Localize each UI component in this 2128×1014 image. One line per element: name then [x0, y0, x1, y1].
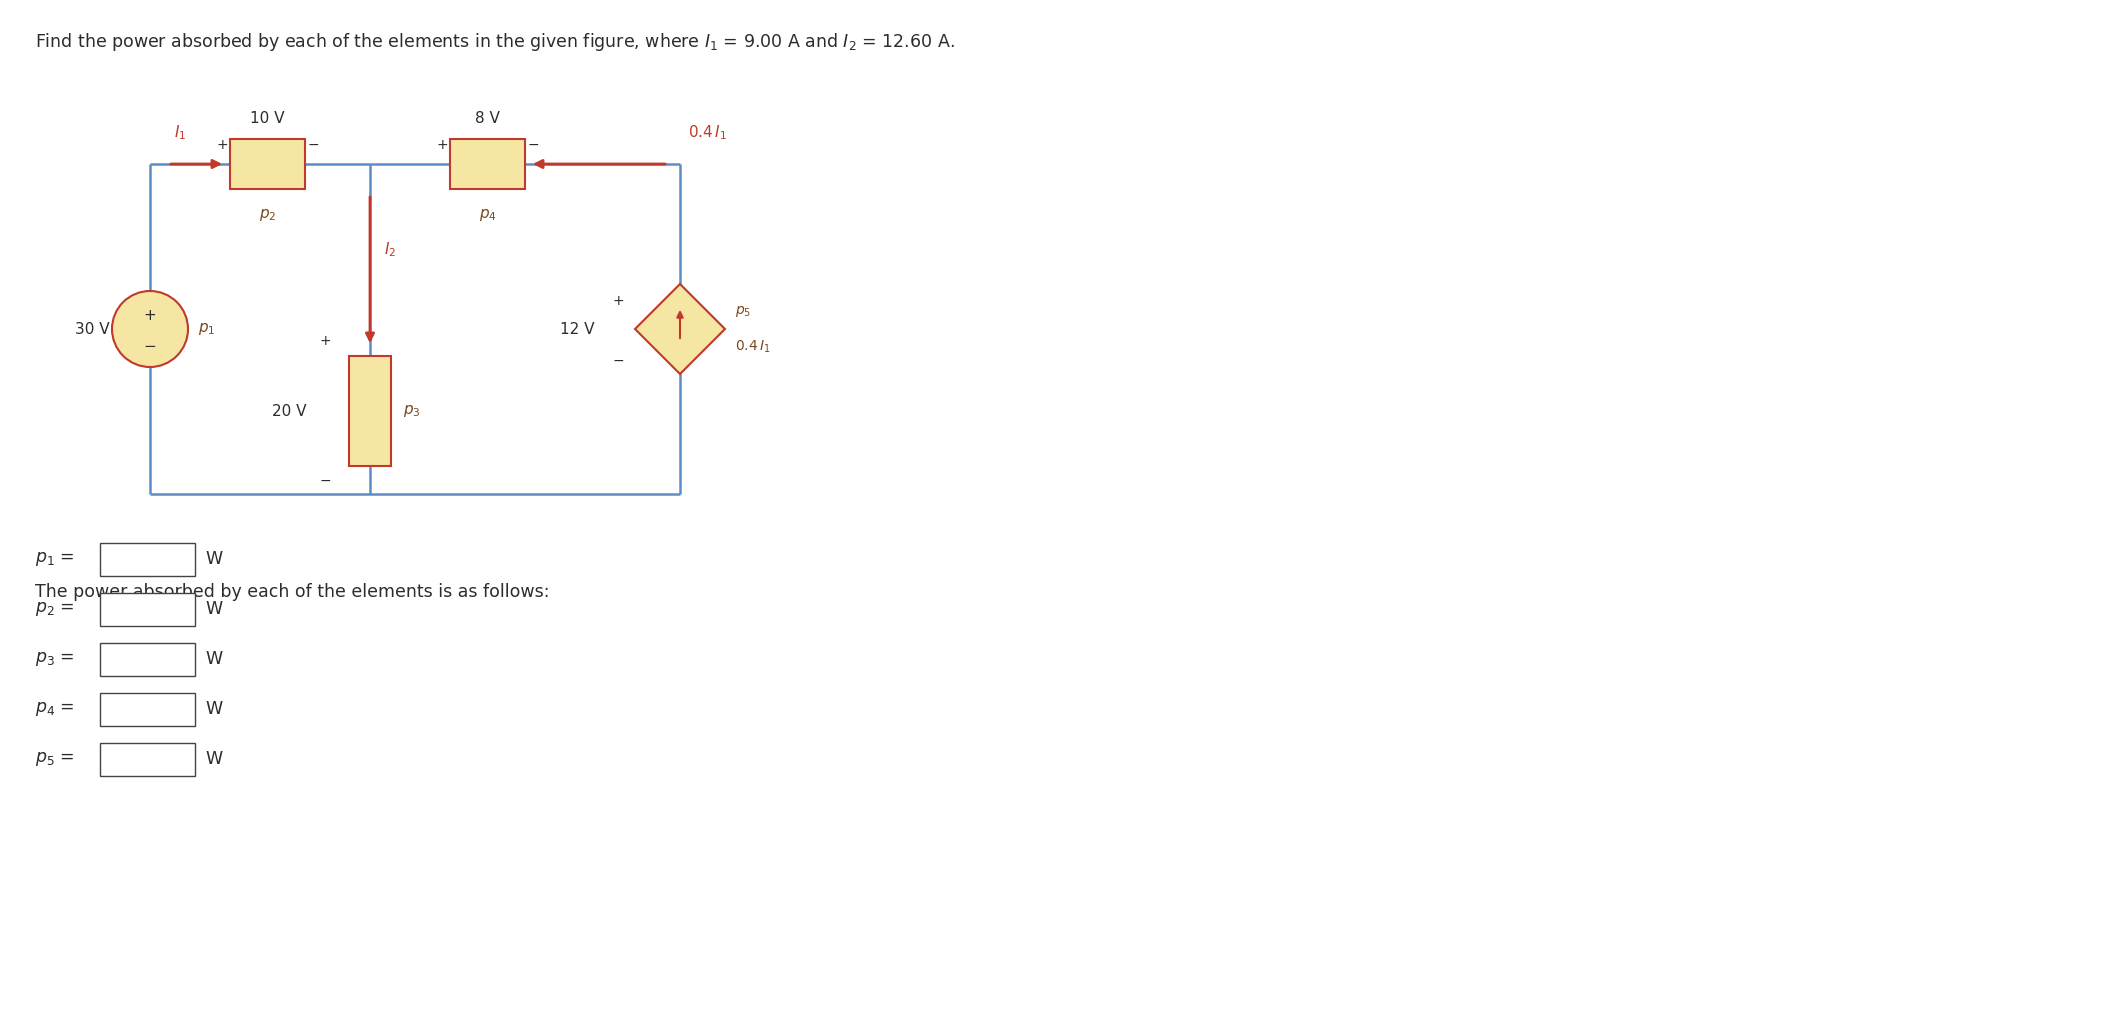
Text: The power absorbed by each of the elements is as follows:: The power absorbed by each of the elemen…: [34, 583, 549, 601]
Text: $p_2$ =: $p_2$ =: [34, 600, 74, 618]
Text: $0.4\,I_1$: $0.4\,I_1$: [734, 339, 770, 355]
Text: +: +: [436, 138, 447, 152]
Text: W: W: [204, 550, 221, 568]
Text: +: +: [319, 334, 332, 348]
Text: 20 V: 20 V: [272, 404, 306, 419]
Text: −: −: [613, 354, 624, 368]
Text: $0.4\,I_1$: $0.4\,I_1$: [687, 124, 728, 142]
Text: −: −: [143, 339, 155, 354]
Text: +: +: [143, 307, 155, 322]
Text: W: W: [204, 600, 221, 618]
Text: $p_1$: $p_1$: [198, 321, 215, 337]
Text: +: +: [217, 138, 228, 152]
Bar: [100, 542, 196, 576]
Text: 8 V: 8 V: [475, 111, 500, 126]
Text: $p_2$: $p_2$: [260, 207, 277, 223]
Text: W: W: [204, 650, 221, 668]
Bar: [449, 139, 526, 189]
Text: $p_5$: $p_5$: [734, 303, 751, 318]
Polygon shape: [634, 284, 726, 374]
Text: $I_1$: $I_1$: [174, 124, 185, 142]
Text: −: −: [528, 138, 538, 152]
Text: $p_5$ =: $p_5$ =: [34, 750, 74, 768]
Bar: [349, 356, 392, 466]
Text: W: W: [204, 700, 221, 718]
Text: $p_3$: $p_3$: [402, 403, 421, 419]
Circle shape: [113, 291, 187, 367]
Text: W: W: [204, 750, 221, 768]
Text: −: −: [319, 474, 332, 488]
Bar: [100, 592, 196, 626]
Text: 10 V: 10 V: [251, 111, 285, 126]
Text: −: −: [306, 138, 319, 152]
Bar: [100, 742, 196, 776]
Text: 30 V: 30 V: [74, 321, 109, 337]
Text: 12 V: 12 V: [560, 321, 596, 337]
Bar: [100, 693, 196, 725]
Text: +: +: [613, 294, 624, 308]
Text: $p_4$: $p_4$: [479, 207, 496, 223]
Text: $I_2$: $I_2$: [383, 240, 396, 260]
Text: $p_4$ =: $p_4$ =: [34, 700, 74, 718]
Text: $p_1$ =: $p_1$ =: [34, 550, 74, 568]
Text: $p_3$ =: $p_3$ =: [34, 650, 74, 668]
Text: Find the power absorbed by each of the elements in the given figure, where $\mat: Find the power absorbed by each of the e…: [34, 31, 955, 53]
Bar: [100, 643, 196, 675]
Bar: [230, 139, 304, 189]
